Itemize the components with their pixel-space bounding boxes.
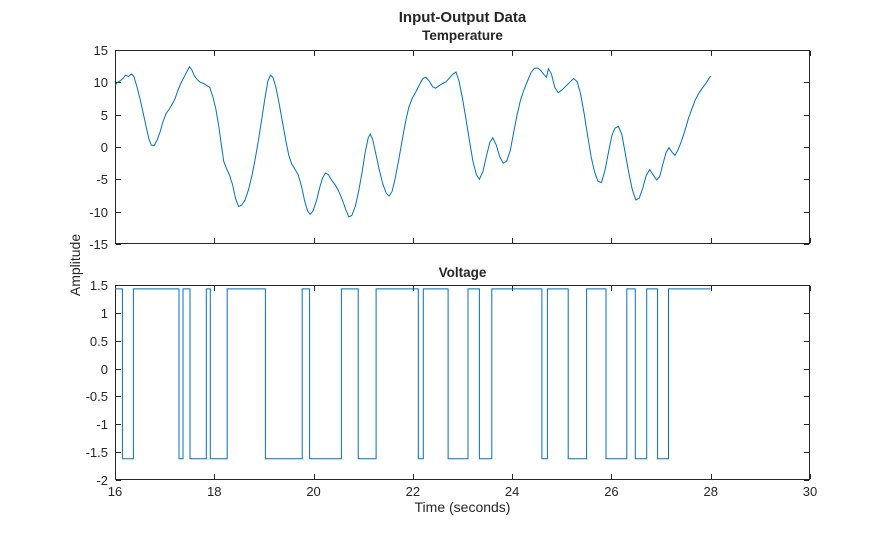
y-tick-label: -1.5 xyxy=(85,445,108,461)
y-tick-label: -10 xyxy=(89,204,108,220)
y-tick-label: 15 xyxy=(93,43,108,58)
x-tick-label: 26 xyxy=(604,484,619,499)
y-tick-label: 10 xyxy=(93,75,108,91)
x-tick-label: 28 xyxy=(703,484,718,499)
y-tick-label: 0 xyxy=(100,140,108,155)
x-tick-label: 20 xyxy=(306,484,321,499)
y-tick-label: 0.5 xyxy=(89,333,108,349)
y-tick-label: 1 xyxy=(100,305,108,321)
voltage-plot-title: Voltage xyxy=(438,265,487,280)
voltage-plot xyxy=(115,285,811,481)
x-tick-label: 18 xyxy=(207,484,222,499)
x-tick-label: 24 xyxy=(504,484,520,499)
x-tick-label: 16 xyxy=(107,484,123,499)
y-tick-label: -5 xyxy=(96,172,108,188)
y-tick-label: 5 xyxy=(100,107,108,123)
x-axis-label: Time (seconds) xyxy=(414,499,511,515)
figure-title: Input-Output Data xyxy=(398,9,527,26)
voltage-line xyxy=(115,288,711,460)
temperature-plot-title: Temperature xyxy=(422,28,503,43)
axes-box xyxy=(115,50,810,244)
y-tick-label: -2 xyxy=(96,473,108,488)
x-tick-label: 30 xyxy=(802,484,818,499)
x-tick-label: 22 xyxy=(405,484,421,499)
temperature-plot xyxy=(114,50,811,245)
y-tick-label: 1.5 xyxy=(89,278,108,293)
y-tick-label: -1 xyxy=(96,417,108,433)
temperature-line xyxy=(114,65,712,218)
axes-box xyxy=(115,285,810,480)
y-tick-label: -15 xyxy=(89,237,108,252)
y-tick-label: 0 xyxy=(100,361,108,377)
y-tick-label: -0.5 xyxy=(85,389,108,405)
